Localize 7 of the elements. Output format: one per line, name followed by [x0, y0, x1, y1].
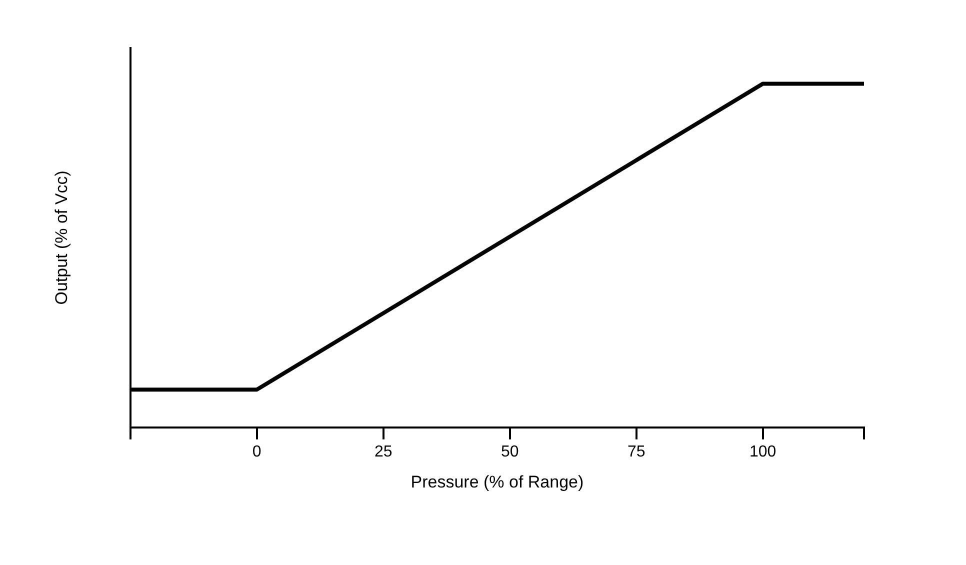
x-tick-label: 50 [500, 443, 519, 460]
y-axis-title: Output (% of Vcc) [52, 170, 71, 305]
x-tick-label: 75 [627, 443, 646, 460]
x-tick-label: 100 [749, 443, 776, 460]
x-tick-label: 25 [374, 443, 392, 460]
x-tick-label: 0 [252, 443, 262, 460]
x-axis-title: Pressure (% of Range) [410, 472, 584, 492]
